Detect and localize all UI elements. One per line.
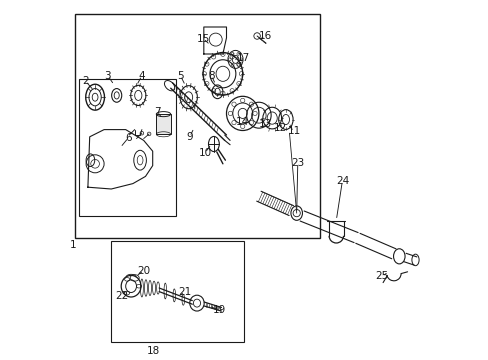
Text: 8: 8	[207, 71, 214, 81]
Bar	[156, 114, 170, 134]
Text: 5: 5	[177, 71, 183, 81]
Text: 9: 9	[186, 132, 193, 142]
Text: 2: 2	[82, 76, 88, 86]
Bar	[75, 14, 320, 238]
Bar	[111, 241, 244, 342]
Text: 6: 6	[125, 132, 132, 143]
Text: 16: 16	[258, 31, 271, 41]
Bar	[79, 79, 176, 216]
Text: 13: 13	[258, 119, 271, 129]
Text: 11: 11	[287, 126, 300, 136]
Text: 1: 1	[70, 240, 77, 250]
Text: 25: 25	[375, 271, 388, 282]
Text: 18: 18	[147, 346, 160, 356]
Text: 10: 10	[198, 148, 211, 158]
Text: 4: 4	[138, 71, 145, 81]
Text: 22: 22	[115, 291, 128, 301]
Text: 24: 24	[335, 176, 348, 186]
Text: 20: 20	[137, 266, 150, 276]
Text: 17: 17	[237, 53, 250, 63]
Text: 12: 12	[273, 123, 286, 133]
Text: 19: 19	[212, 305, 225, 315]
Text: 23: 23	[290, 158, 304, 168]
Text: 7: 7	[154, 107, 161, 117]
Text: 3: 3	[104, 71, 111, 81]
Text: 15: 15	[196, 33, 209, 44]
Text: 14: 14	[236, 117, 249, 127]
Text: 21: 21	[178, 287, 191, 297]
